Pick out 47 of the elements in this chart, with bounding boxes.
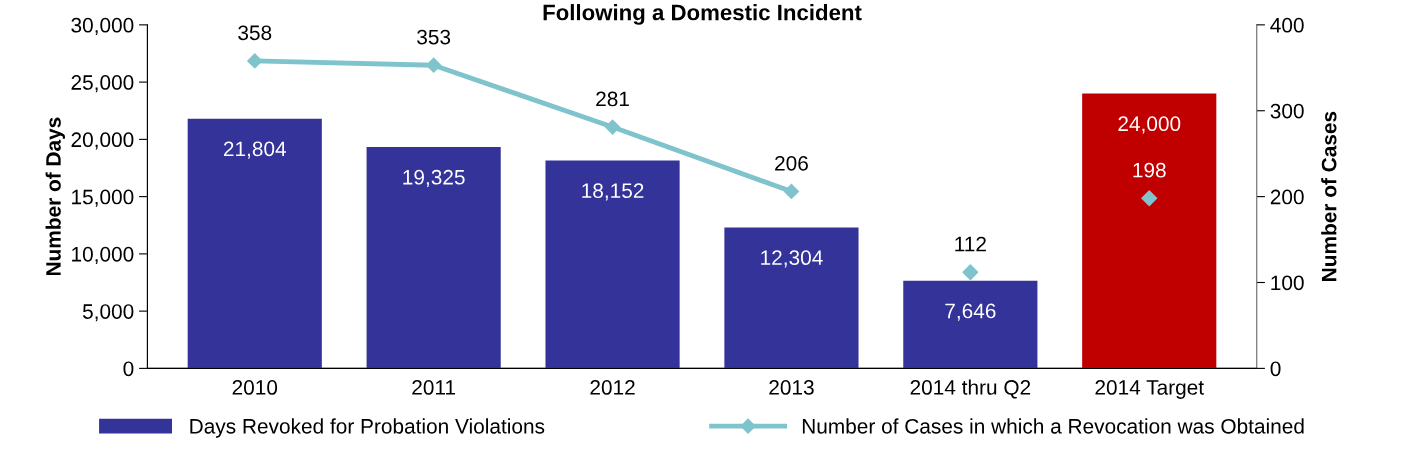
y-tick-label: 25,000: [71, 75, 134, 93]
y-tick-label: 10,000: [72, 246, 134, 265]
y2-tick-label: 200: [1270, 189, 1304, 205]
data-label: 19,325: [403, 169, 465, 188]
legend-label: Days Revoked for Probation Violations: [190, 418, 545, 438]
y-tick-label: 5,000: [82, 304, 134, 322]
chart-title: Following a Domestic Incident: [543, 4, 862, 25]
y2-axis-title: Number of Cases: [1321, 111, 1337, 281]
point: [783, 183, 800, 200]
y-tick-label: 0: [123, 361, 134, 377]
data-label: 358: [238, 25, 272, 41]
bar: [1082, 93, 1217, 369]
y-tick-label: 15,000: [72, 189, 134, 207]
data-label: 206: [775, 155, 808, 171]
point: [962, 264, 979, 281]
bar: [545, 160, 680, 369]
bar: [724, 227, 859, 369]
y-axis-title: Number of Days: [45, 117, 65, 276]
data-label: 281: [596, 91, 629, 107]
point: [426, 57, 442, 73]
point: [604, 119, 621, 135]
legend-label: Number of Cases in which a Revocation was Obtained: [802, 418, 1304, 434]
bar: [187, 118, 322, 369]
data-label: 7,646: [945, 303, 996, 321]
x-tick-label: 2014 Target: [1095, 380, 1204, 399]
y2-tick-label: 100: [1271, 275, 1304, 291]
x-tick-label: 2011: [412, 380, 456, 395]
x-tick-label: 2013: [769, 380, 814, 395]
data-label: 21,804: [223, 141, 287, 159]
y-tick-label: 20,000: [71, 132, 134, 150]
data-label: 12,304: [761, 250, 823, 268]
y2-tick-label: 400: [1270, 17, 1304, 33]
data-label: 198: [1133, 162, 1166, 178]
x-tick-label: 2014 thru Q2: [910, 379, 1031, 399]
point: [247, 53, 263, 69]
data-label: 353: [417, 29, 451, 45]
y-tick-label: 30,000: [71, 17, 134, 36]
point: [1141, 190, 1158, 207]
bar: [903, 280, 1038, 369]
data-label: 112: [955, 236, 986, 252]
x-tick-label: 2010: [232, 380, 278, 395]
x-tick-label: 2012: [590, 380, 635, 395]
data-label: 18,152: [582, 183, 644, 201]
bar: [366, 147, 501, 369]
y2-tick-label: 300: [1270, 103, 1304, 119]
y2-tick-label: 0: [1270, 361, 1281, 377]
data-label: 24,000: [1118, 116, 1181, 134]
